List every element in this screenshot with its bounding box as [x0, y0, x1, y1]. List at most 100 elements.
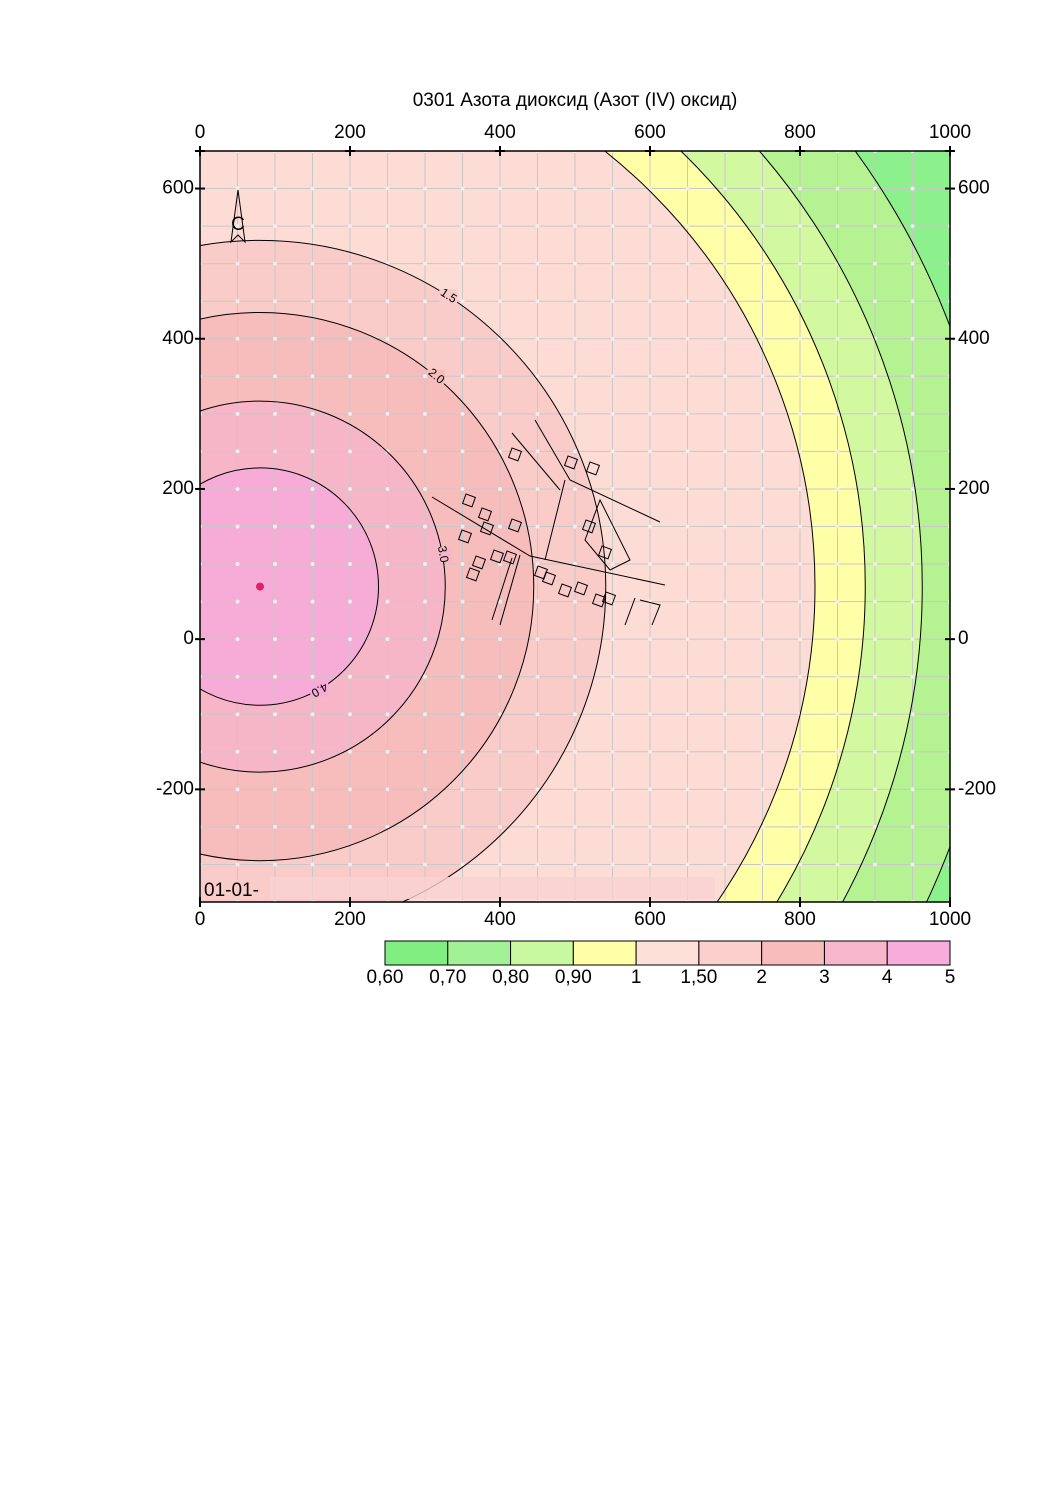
grid-dot — [423, 299, 427, 304]
road — [639, 599, 661, 626]
grid-dot — [910, 674, 915, 679]
grid-dot — [460, 712, 465, 717]
grid-dot — [723, 824, 727, 829]
grid-dot — [235, 524, 240, 529]
grid-dot — [273, 374, 277, 379]
grid-dot — [498, 224, 502, 229]
grid-dot — [423, 712, 427, 717]
grid-dot — [873, 599, 877, 604]
grid-dot — [873, 674, 877, 679]
grid-dot — [273, 562, 277, 567]
grid-dot — [760, 374, 765, 379]
grid-dot — [798, 749, 802, 754]
grid-dot — [235, 637, 240, 642]
grid-dot — [385, 599, 390, 604]
grid-dot — [610, 299, 615, 304]
grid-dot — [535, 336, 540, 341]
grid-dot — [873, 299, 877, 304]
grid-dot — [835, 824, 840, 829]
grid-dot — [798, 374, 802, 379]
grid-dot — [310, 449, 315, 454]
grid-dot — [460, 674, 465, 679]
grid-dot — [648, 524, 652, 529]
grid-dot — [610, 224, 615, 229]
grid-dot — [835, 599, 840, 604]
grid-dot — [873, 562, 877, 567]
grid-dot — [723, 862, 727, 867]
grid-dot — [723, 637, 727, 642]
grid-dot — [348, 824, 352, 829]
grid-dot — [423, 599, 427, 604]
grid-dot — [835, 486, 840, 491]
grid-dot — [498, 824, 502, 829]
legend-label: 0,80 — [492, 967, 529, 988]
grid-dot — [723, 486, 727, 491]
grid-dot — [835, 712, 840, 717]
grid-dot — [648, 562, 652, 567]
grid-dot — [910, 787, 915, 792]
grid-dot — [385, 186, 390, 191]
y-tick-label-left: 200 — [162, 478, 194, 499]
grid-dot — [798, 224, 802, 229]
grid-dot — [535, 824, 540, 829]
grid-dot — [460, 186, 465, 191]
grid-dot — [573, 336, 577, 341]
grid-dot — [385, 787, 390, 792]
grid-dot — [648, 374, 652, 379]
grid-dot — [535, 637, 540, 642]
grid-dot — [460, 261, 465, 266]
grid-dot — [498, 411, 502, 416]
grid-dot — [310, 261, 315, 266]
grid-dot — [798, 562, 802, 567]
grid-dot — [535, 411, 540, 416]
grid-dot — [498, 862, 502, 867]
grid-dot — [460, 599, 465, 604]
north-label: С — [231, 214, 245, 235]
grid-dot — [348, 749, 352, 754]
grid-dot — [760, 562, 765, 567]
grid-dot — [573, 824, 577, 829]
grid-dot — [648, 411, 652, 416]
building — [573, 581, 589, 596]
grid-dot — [798, 674, 802, 679]
grid-dot — [723, 299, 727, 304]
grid-dot — [573, 599, 577, 604]
grid-dot — [348, 674, 352, 679]
legend-swatch — [572, 940, 637, 966]
grid-dot — [385, 824, 390, 829]
grid-dot — [423, 374, 427, 379]
legend-label: 1 — [631, 967, 642, 988]
grid-dot — [498, 562, 502, 567]
grid-dot — [685, 486, 690, 491]
grid-dot — [910, 862, 915, 867]
y-tick-label-left: 0 — [183, 628, 194, 649]
x-tick-label-top: 200 — [334, 122, 366, 143]
grid-dot — [910, 562, 915, 567]
x-tick-label-bottom: 1000 — [929, 909, 971, 930]
grid-dot — [535, 524, 540, 529]
legend-label: 1,50 — [680, 967, 717, 988]
grid-dot — [610, 637, 615, 642]
grid-dot — [535, 224, 540, 229]
grid-dot — [873, 411, 877, 416]
grid-dot — [610, 374, 615, 379]
legend-label: 0,70 — [429, 967, 466, 988]
grid-dot — [760, 524, 765, 529]
grid-dot — [423, 411, 427, 416]
grid-dot — [273, 712, 277, 717]
grid-dot — [310, 186, 315, 191]
grid-dot — [910, 261, 915, 266]
grid-dot — [798, 261, 802, 266]
grid-dot — [685, 261, 690, 266]
grid-dot — [348, 787, 352, 792]
grid-dot — [610, 186, 615, 191]
grid-dot — [235, 411, 240, 416]
grid-dot — [423, 637, 427, 642]
x-tick-label-top: 600 — [634, 122, 666, 143]
building — [597, 545, 613, 560]
grid-dot — [873, 787, 877, 792]
grid-dot — [685, 224, 690, 229]
grid-dot — [685, 374, 690, 379]
grid-dot — [348, 486, 352, 491]
